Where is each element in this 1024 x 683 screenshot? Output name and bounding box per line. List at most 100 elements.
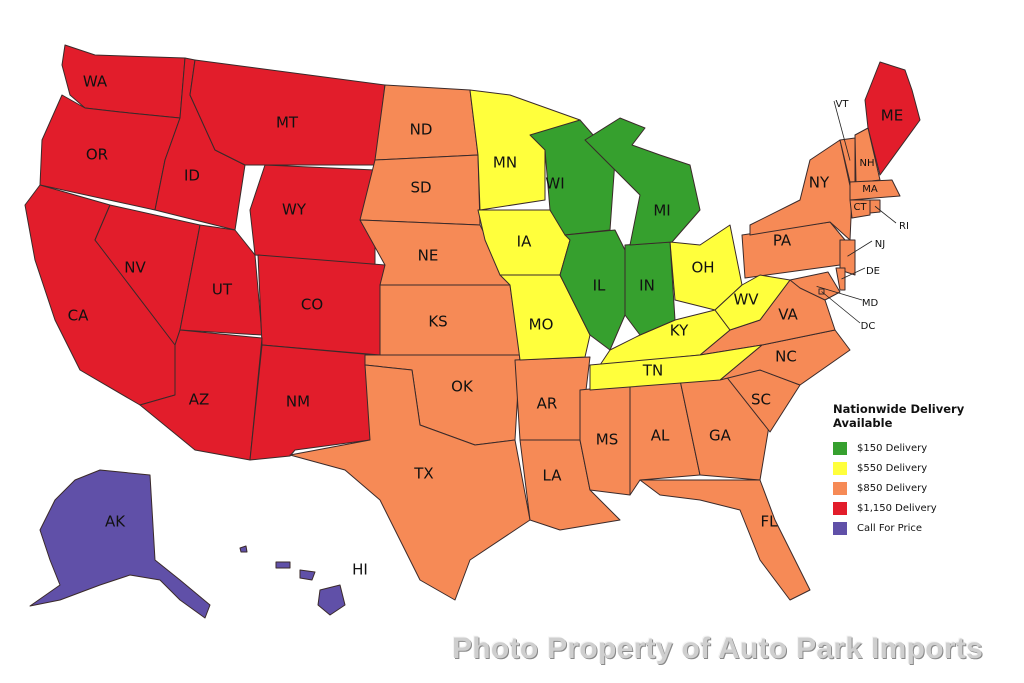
state-de: [835, 267, 846, 291]
state-label: PA: [773, 232, 792, 250]
state-label: FL: [761, 513, 779, 531]
state-label: OH: [691, 259, 714, 277]
state-tn: [589, 344, 763, 391]
state-label: NC: [775, 348, 797, 366]
state-label: NY: [809, 174, 830, 192]
state-label: GA: [709, 427, 732, 445]
state-label: IN: [639, 277, 655, 295]
state-label: MO: [529, 316, 554, 334]
legend-item: $150 Delivery: [833, 438, 1024, 458]
state-label: ID: [184, 167, 200, 185]
state-label: HI: [352, 561, 368, 579]
state-label: MN: [493, 154, 517, 172]
legend-swatch: [833, 501, 847, 515]
legend-swatch: [833, 521, 847, 535]
state-label: DC: [861, 321, 876, 332]
state-label: NE: [418, 247, 439, 265]
state-label: MT: [276, 114, 299, 132]
state-label: NV: [124, 259, 146, 277]
state-label: IL: [593, 277, 606, 295]
leader-line: [847, 240, 873, 257]
state-label: AZ: [189, 391, 210, 409]
state-label: UT: [212, 281, 233, 299]
leader-line: [874, 205, 897, 224]
legend: Nationwide Delivery Available $150 Deliv…: [833, 402, 1024, 538]
state-label: WI: [545, 175, 564, 193]
legend-swatch: [833, 461, 847, 475]
legend-label: $150 Delivery: [857, 442, 928, 454]
legend-item: $550 Delivery: [833, 458, 1024, 478]
state-label: NM: [286, 393, 310, 411]
legend-item: $850 Delivery: [833, 478, 1024, 498]
state-label: DE: [866, 266, 880, 277]
state-label: AK: [105, 513, 126, 531]
state-ct: [849, 199, 871, 219]
legend-swatch: [833, 481, 847, 495]
state-label: CO: [301, 296, 323, 314]
state-label: WV: [733, 291, 759, 309]
leader-line: [816, 286, 863, 301]
watermark: Photo Property of Auto Park Imports: [452, 632, 984, 665]
state-ak: [29, 469, 211, 619]
state-md: [789, 271, 841, 301]
state-az: [139, 329, 263, 461]
state-label: KY: [670, 322, 689, 340]
state-wy: [249, 164, 376, 266]
state-label: NH: [860, 158, 875, 169]
state-hi: [317, 584, 346, 616]
state-label: OK: [451, 378, 474, 396]
state-label: MS: [596, 431, 618, 449]
legend-title: Nationwide Delivery Available: [833, 402, 965, 430]
state-mn: [469, 89, 581, 211]
state-hi-island: [299, 569, 316, 581]
legend-label: $850 Delivery: [857, 482, 928, 494]
state-label: NJ: [875, 239, 885, 250]
state-nj: [839, 239, 856, 276]
state-label: OR: [86, 146, 108, 164]
state-tx: [289, 364, 531, 601]
state-label: IA: [517, 233, 532, 251]
legend-item: Call For Price: [833, 518, 1024, 538]
state-label: TN: [642, 362, 663, 380]
state-label: VT: [836, 99, 850, 110]
state-ut: [179, 224, 263, 336]
legend-label: $1,150 Delivery: [857, 502, 937, 514]
state-hi-island: [275, 561, 291, 569]
legend-item: $1,150 Delivery: [833, 498, 1024, 518]
state-ks: [379, 284, 521, 356]
state-label: MI: [653, 202, 670, 220]
state-label: MA: [862, 184, 878, 195]
state-mt: [189, 59, 386, 166]
state-label: AL: [651, 427, 670, 445]
state-label: AR: [537, 395, 558, 413]
legend-label: Call For Price: [857, 522, 923, 534]
state-ma: [849, 179, 901, 201]
state-label: TX: [413, 465, 433, 483]
state-mi: [584, 117, 701, 246]
leader-line: [821, 291, 861, 324]
legend-label: $550 Delivery: [857, 462, 928, 474]
state-nh: [854, 127, 881, 184]
leader-line: [841, 267, 866, 280]
state-label: VA: [778, 306, 798, 324]
state-label: SC: [751, 391, 771, 409]
state-label: WA: [83, 73, 108, 91]
state-label: ME: [881, 107, 903, 125]
state-il: [559, 229, 626, 351]
state-label: SD: [410, 179, 431, 197]
state-label: KS: [428, 313, 447, 331]
state-label: ND: [410, 121, 433, 139]
state-label: MD: [862, 298, 879, 309]
legend-swatch: [833, 441, 847, 455]
state-label: WY: [282, 201, 307, 219]
state-fl: [639, 479, 811, 601]
state-label: CA: [68, 307, 89, 325]
state-label: CT: [853, 202, 867, 213]
state-wv: [714, 274, 791, 331]
state-label: LA: [543, 467, 563, 485]
state-ny: [749, 139, 853, 241]
leader-line: [833, 100, 851, 161]
state-hi-island: [239, 545, 248, 553]
